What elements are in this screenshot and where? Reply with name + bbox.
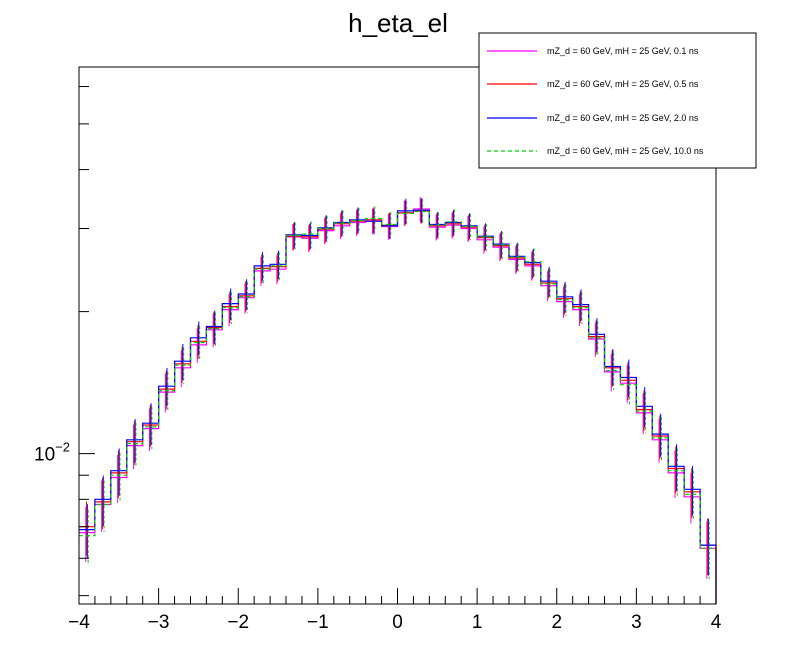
legend: mZ_d = 60 GeV, mH = 25 GeV, 0.1 ns mZ_d =…: [478, 32, 757, 169]
x-tick-label: 3: [631, 612, 642, 633]
series-2: [79, 198, 717, 604]
x-tick-label: −4: [68, 612, 90, 633]
legend-entry-1: mZ_d = 60 GeV, mH = 25 GeV, 0.5 ns: [547, 79, 699, 89]
x-tick-label: −2: [227, 612, 249, 633]
x-tick-label: 0: [392, 612, 403, 633]
x-tick-label: −1: [307, 612, 329, 633]
x-tick-label: −3: [148, 612, 170, 633]
legend-entry-0: mZ_d = 60 GeV, mH = 25 GeV, 0.1 ns: [547, 46, 699, 56]
x-tick-label: 4: [711, 612, 722, 633]
series-line: [79, 210, 717, 604]
legend-entry-3: mZ_d = 60 GeV, mH = 25 GeV, 10.0 ns: [547, 146, 704, 156]
series-line: [79, 209, 717, 604]
legend-entry-2: mZ_d = 60 GeV, mH = 25 GeV, 2.0 ns: [547, 113, 699, 123]
legend-box: [478, 32, 757, 169]
x-tick-label: 1: [472, 612, 483, 633]
x-tick-label: 2: [551, 612, 562, 633]
plot-layer: [79, 196, 717, 604]
axis-layer: −4 −3 −2 −1 0 1 2 3 4 10−2: [34, 86, 722, 633]
series-3: [79, 199, 717, 604]
y-tick-label: 10−2: [34, 440, 70, 466]
chart-title: h_eta_el: [348, 8, 448, 38]
